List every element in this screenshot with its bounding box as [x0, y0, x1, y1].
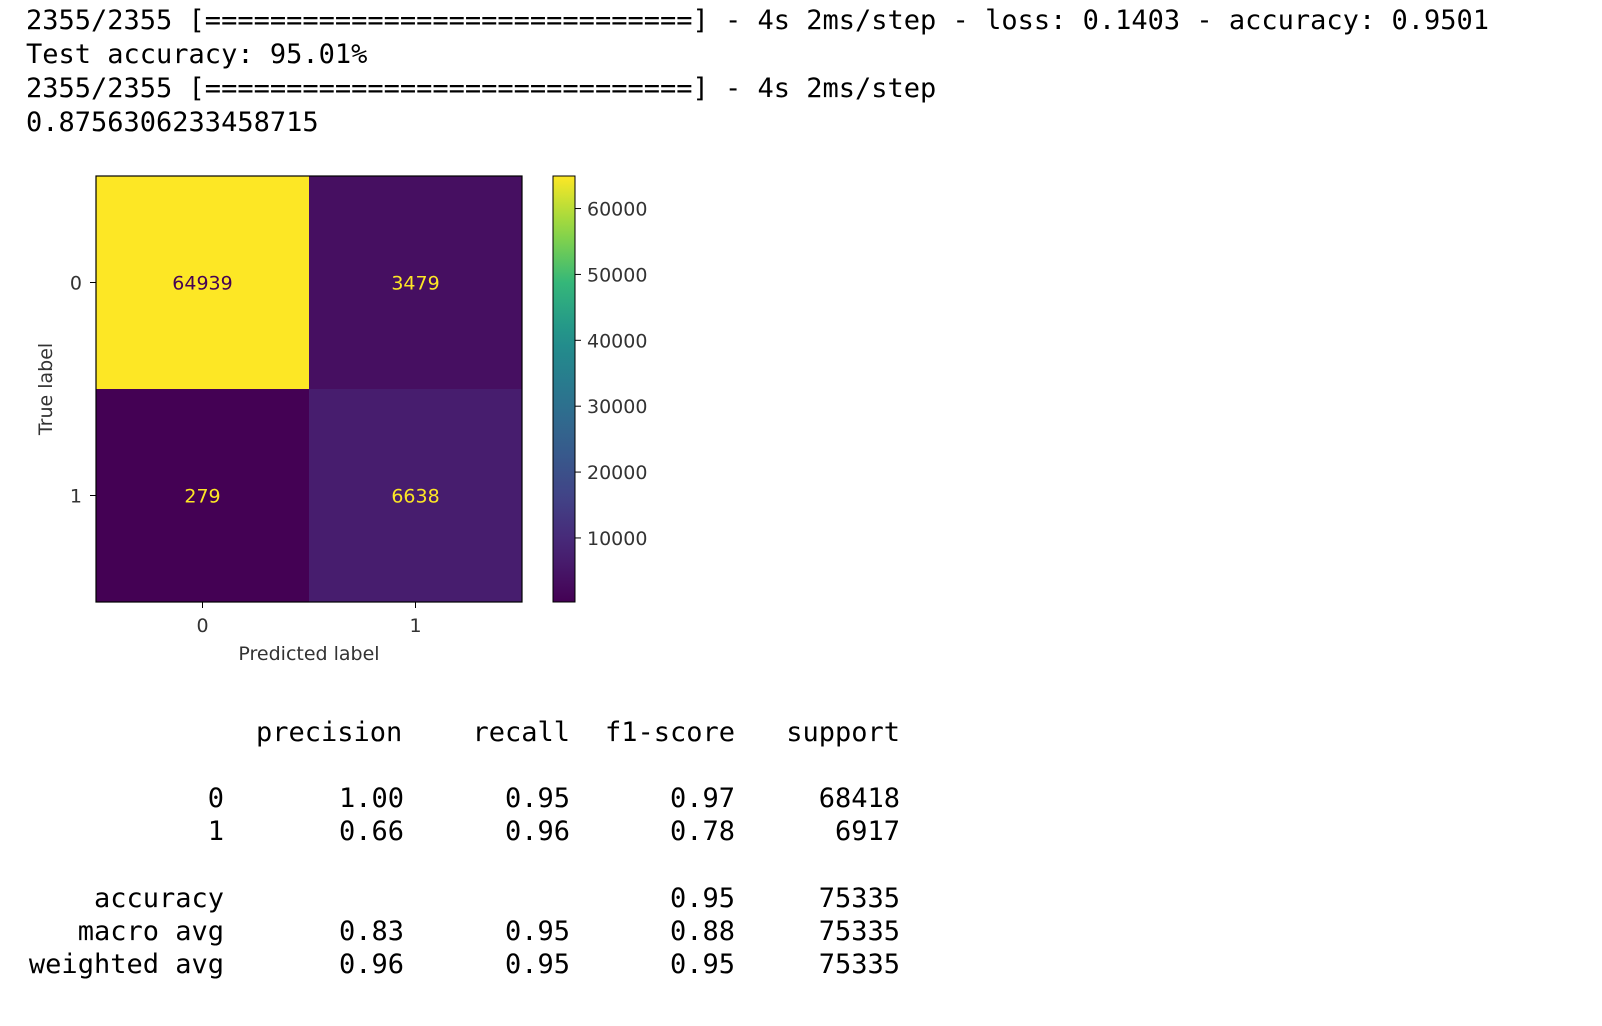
report-row-precision: 0.83 — [338, 916, 404, 947]
report-header-precision: precision — [256, 717, 403, 748]
report-header-support: support — [786, 717, 900, 748]
matrix-cell — [96, 389, 309, 602]
x-tick-label: 0 — [196, 615, 208, 637]
log-line-epoch: 2355/2355 [=============================… — [26, 5, 1489, 36]
colorbar — [552, 175, 576, 603]
x-tick-label: 1 — [409, 615, 421, 637]
report-header-f1: f1-score — [604, 717, 735, 748]
report-row-label: macro avg — [77, 916, 224, 947]
matrix-cell-label: 64939 — [172, 273, 232, 295]
colorbar-tick-label: 60000 — [587, 199, 647, 221]
y-axis-label: True label — [35, 343, 57, 436]
matrix-cell-label: 3479 — [391, 273, 439, 295]
report-row-support: 75335 — [818, 916, 900, 947]
report-header-recall: recall — [472, 717, 570, 748]
log-line-score: 0.8756306233458715 — [26, 107, 319, 138]
report-row-precision: 0.96 — [338, 949, 404, 980]
report-row-f1: 0.88 — [669, 916, 735, 947]
report-row-support: 75335 — [818, 949, 900, 980]
report-row-precision: 1.00 — [338, 783, 404, 814]
colorbar-tick-label: 40000 — [587, 330, 647, 352]
x-axis-label: Predicted label — [238, 643, 379, 665]
matrix-cell — [309, 389, 522, 602]
log-line-predict: 2355/2355 [=============================… — [26, 73, 937, 104]
report-row-support: 75335 — [818, 883, 900, 914]
colorbar-tick-label: 20000 — [587, 462, 647, 484]
report-row-support: 6917 — [834, 816, 900, 847]
report-row-label: weighted avg — [28, 949, 224, 980]
report-row-recall: 0.96 — [504, 816, 570, 847]
report-row-f1: 0.95 — [669, 949, 735, 980]
report-row-recall: 0.95 — [504, 949, 570, 980]
report-row-precision: 0.66 — [338, 816, 404, 847]
report-row-macro-avg: macro avg 0.83 0.95 0.88 75335 — [0, 916, 1000, 950]
colorbar-tick-label: 10000 — [587, 528, 647, 550]
training-log: 2355/2355 [=============================… — [26, 4, 1489, 140]
y-tick-label: 1 — [70, 486, 82, 508]
matrix-cell — [96, 176, 309, 389]
report-row-f1: 0.78 — [669, 816, 735, 847]
report-row-class-1: 1 0.66 0.96 0.78 6917 — [0, 816, 1000, 850]
report-row-support: 68418 — [818, 783, 900, 814]
matrix-cell — [309, 176, 522, 389]
y-tick-label: 0 — [70, 273, 82, 295]
report-row-label: accuracy — [93, 883, 224, 914]
report-row-f1: 0.97 — [669, 783, 735, 814]
confusion-matrix-chart: 64939 3479 279 6638 0 1 0 1 Predicted label True … — [35, 175, 647, 665]
report-row-label: 0 — [207, 783, 224, 814]
report-row-recall: 0.95 — [504, 916, 570, 947]
matrix-cell-label: 6638 — [391, 486, 439, 508]
colorbar-tick-label: 50000 — [587, 264, 647, 286]
report-row-f1: 0.95 — [669, 883, 735, 914]
report-row-weighted-avg: weighted avg 0.96 0.95 0.95 75335 — [0, 949, 1000, 983]
report-row-recall: 0.95 — [504, 783, 570, 814]
report-header-row: precision recall f1-score support — [0, 717, 1000, 751]
report-row-label: 1 — [207, 816, 224, 847]
matrix-frame — [95, 175, 523, 603]
report-row-class-0: 0 1.00 0.95 0.97 68418 — [0, 783, 1000, 817]
report-row-accuracy: accuracy 0.95 75335 — [0, 883, 1000, 917]
log-line-test-accuracy: Test accuracy: 95.01% — [26, 39, 368, 70]
matrix-cell-label: 279 — [184, 486, 220, 508]
colorbar-tick-label: 30000 — [587, 396, 647, 418]
